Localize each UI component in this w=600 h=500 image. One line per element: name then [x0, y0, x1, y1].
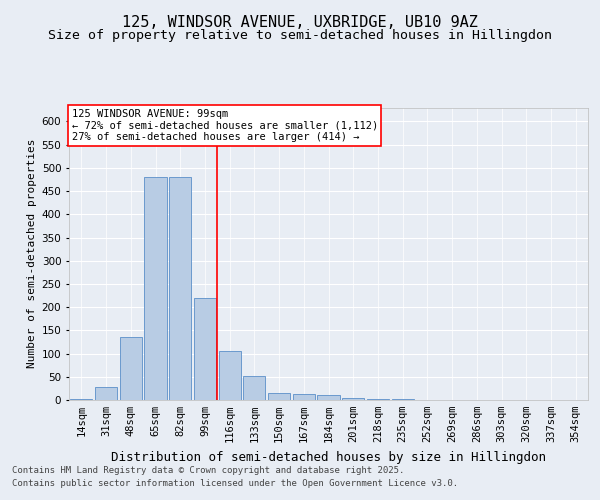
- Bar: [367, 398, 389, 400]
- Bar: [342, 398, 364, 400]
- Bar: [392, 399, 414, 400]
- Bar: [243, 376, 265, 400]
- Bar: [169, 177, 191, 400]
- Text: Size of property relative to semi-detached houses in Hillingdon: Size of property relative to semi-detach…: [48, 28, 552, 42]
- Bar: [317, 396, 340, 400]
- Bar: [194, 298, 216, 400]
- Bar: [119, 338, 142, 400]
- Bar: [95, 388, 117, 400]
- Text: 125 WINDSOR AVENUE: 99sqm
← 72% of semi-detached houses are smaller (1,112)
27% : 125 WINDSOR AVENUE: 99sqm ← 72% of semi-…: [71, 109, 378, 142]
- Bar: [218, 351, 241, 400]
- Text: Contains public sector information licensed under the Open Government Licence v3: Contains public sector information licen…: [12, 479, 458, 488]
- Bar: [145, 177, 167, 400]
- Bar: [268, 393, 290, 400]
- X-axis label: Distribution of semi-detached houses by size in Hillingdon: Distribution of semi-detached houses by …: [111, 450, 546, 464]
- Y-axis label: Number of semi-detached properties: Number of semi-detached properties: [28, 139, 37, 368]
- Bar: [70, 398, 92, 400]
- Text: 125, WINDSOR AVENUE, UXBRIDGE, UB10 9AZ: 125, WINDSOR AVENUE, UXBRIDGE, UB10 9AZ: [122, 15, 478, 30]
- Text: Contains HM Land Registry data © Crown copyright and database right 2025.: Contains HM Land Registry data © Crown c…: [12, 466, 404, 475]
- Bar: [293, 394, 315, 400]
